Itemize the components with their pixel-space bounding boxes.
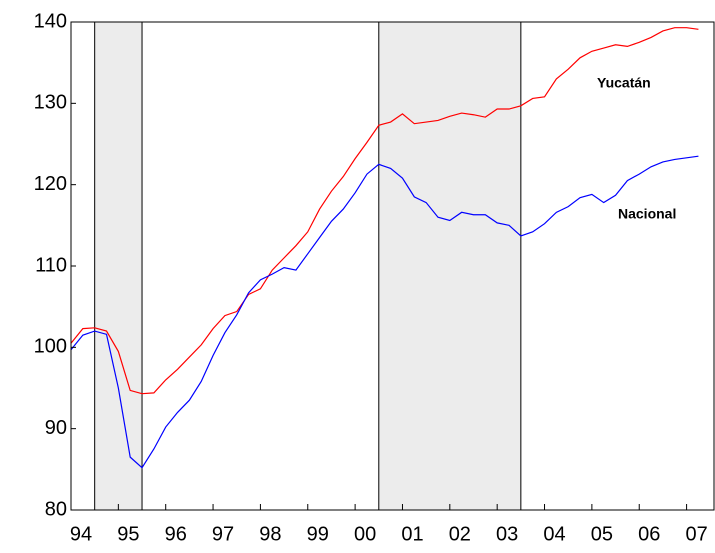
shaded-region bbox=[94, 22, 143, 510]
y-tick-label: 110 bbox=[35, 254, 67, 276]
x-tick-label: 94 bbox=[70, 523, 92, 545]
series-label: Nacional bbox=[618, 206, 676, 222]
lines-layer bbox=[70, 27, 699, 469]
y-tick-label: 140 bbox=[34, 10, 67, 32]
x-tick-label: 98 bbox=[259, 523, 281, 545]
x-tick-label: 03 bbox=[496, 523, 518, 545]
x-tick-label: 04 bbox=[543, 523, 565, 545]
x-tick-label: 95 bbox=[117, 523, 139, 545]
x-tick-label: 99 bbox=[307, 523, 329, 545]
x-tick-label: 01 bbox=[401, 523, 423, 545]
axes-layer: Yucatán Nacional 80 90 100 110 120 130 140 94 95 96… bbox=[34, 10, 715, 545]
x-tick-label: 97 bbox=[212, 523, 234, 545]
x-tick-label: 06 bbox=[638, 523, 660, 545]
series-line bbox=[70, 155, 699, 469]
x-tick-label: 96 bbox=[165, 523, 187, 545]
series-line bbox=[70, 27, 699, 395]
y-tick-label: 100 bbox=[34, 336, 67, 358]
x-tick-label: 00 bbox=[354, 523, 376, 545]
series-label: Yucatán bbox=[597, 75, 651, 91]
y-tick-label: 80 bbox=[45, 498, 67, 520]
shaded-region bbox=[378, 22, 521, 510]
shading-layer bbox=[94, 22, 522, 510]
y-tick-label: 130 bbox=[34, 92, 67, 114]
x-tick-label: 02 bbox=[449, 523, 471, 545]
x-tick-label: 05 bbox=[591, 523, 613, 545]
x-tick-label: 07 bbox=[685, 523, 707, 545]
y-tick-label: 120 bbox=[34, 173, 67, 195]
y-tick-label: 90 bbox=[45, 417, 67, 439]
